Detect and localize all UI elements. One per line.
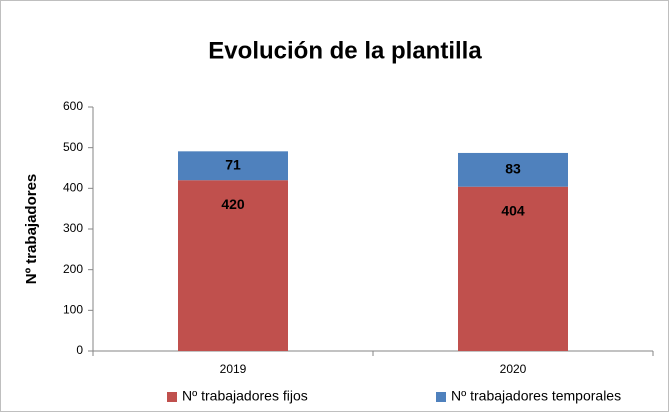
legend-label: Nº trabajadores fijos (182, 388, 308, 404)
x-tick-label: 2020 (500, 362, 527, 376)
bar-segment (458, 186, 568, 351)
y-tick-label: 300 (63, 221, 83, 235)
y-axis-label: Nº trabajadores (23, 174, 40, 285)
y-tick-label: 600 (63, 99, 83, 113)
data-label: 404 (501, 202, 525, 218)
bar-segment (458, 152, 568, 187)
y-tick-label: 400 (63, 181, 83, 195)
bar-segment (178, 180, 288, 351)
data-label: 83 (505, 161, 521, 177)
bar-segment (178, 151, 288, 181)
data-label: 71 (225, 156, 241, 172)
data-label: 420 (221, 196, 245, 212)
y-tick-label: 0 (76, 343, 83, 357)
y-tick-label: 500 (63, 140, 83, 154)
y-tick-label: 100 (63, 303, 83, 317)
x-tick-label: 2019 (220, 362, 247, 376)
legend-swatch (167, 392, 177, 402)
legend-swatch (436, 392, 446, 402)
chart-title: Evolución de la plantilla (208, 37, 482, 64)
legend-label: Nº trabajadores temporales (451, 388, 621, 404)
y-tick-label: 200 (63, 262, 83, 276)
